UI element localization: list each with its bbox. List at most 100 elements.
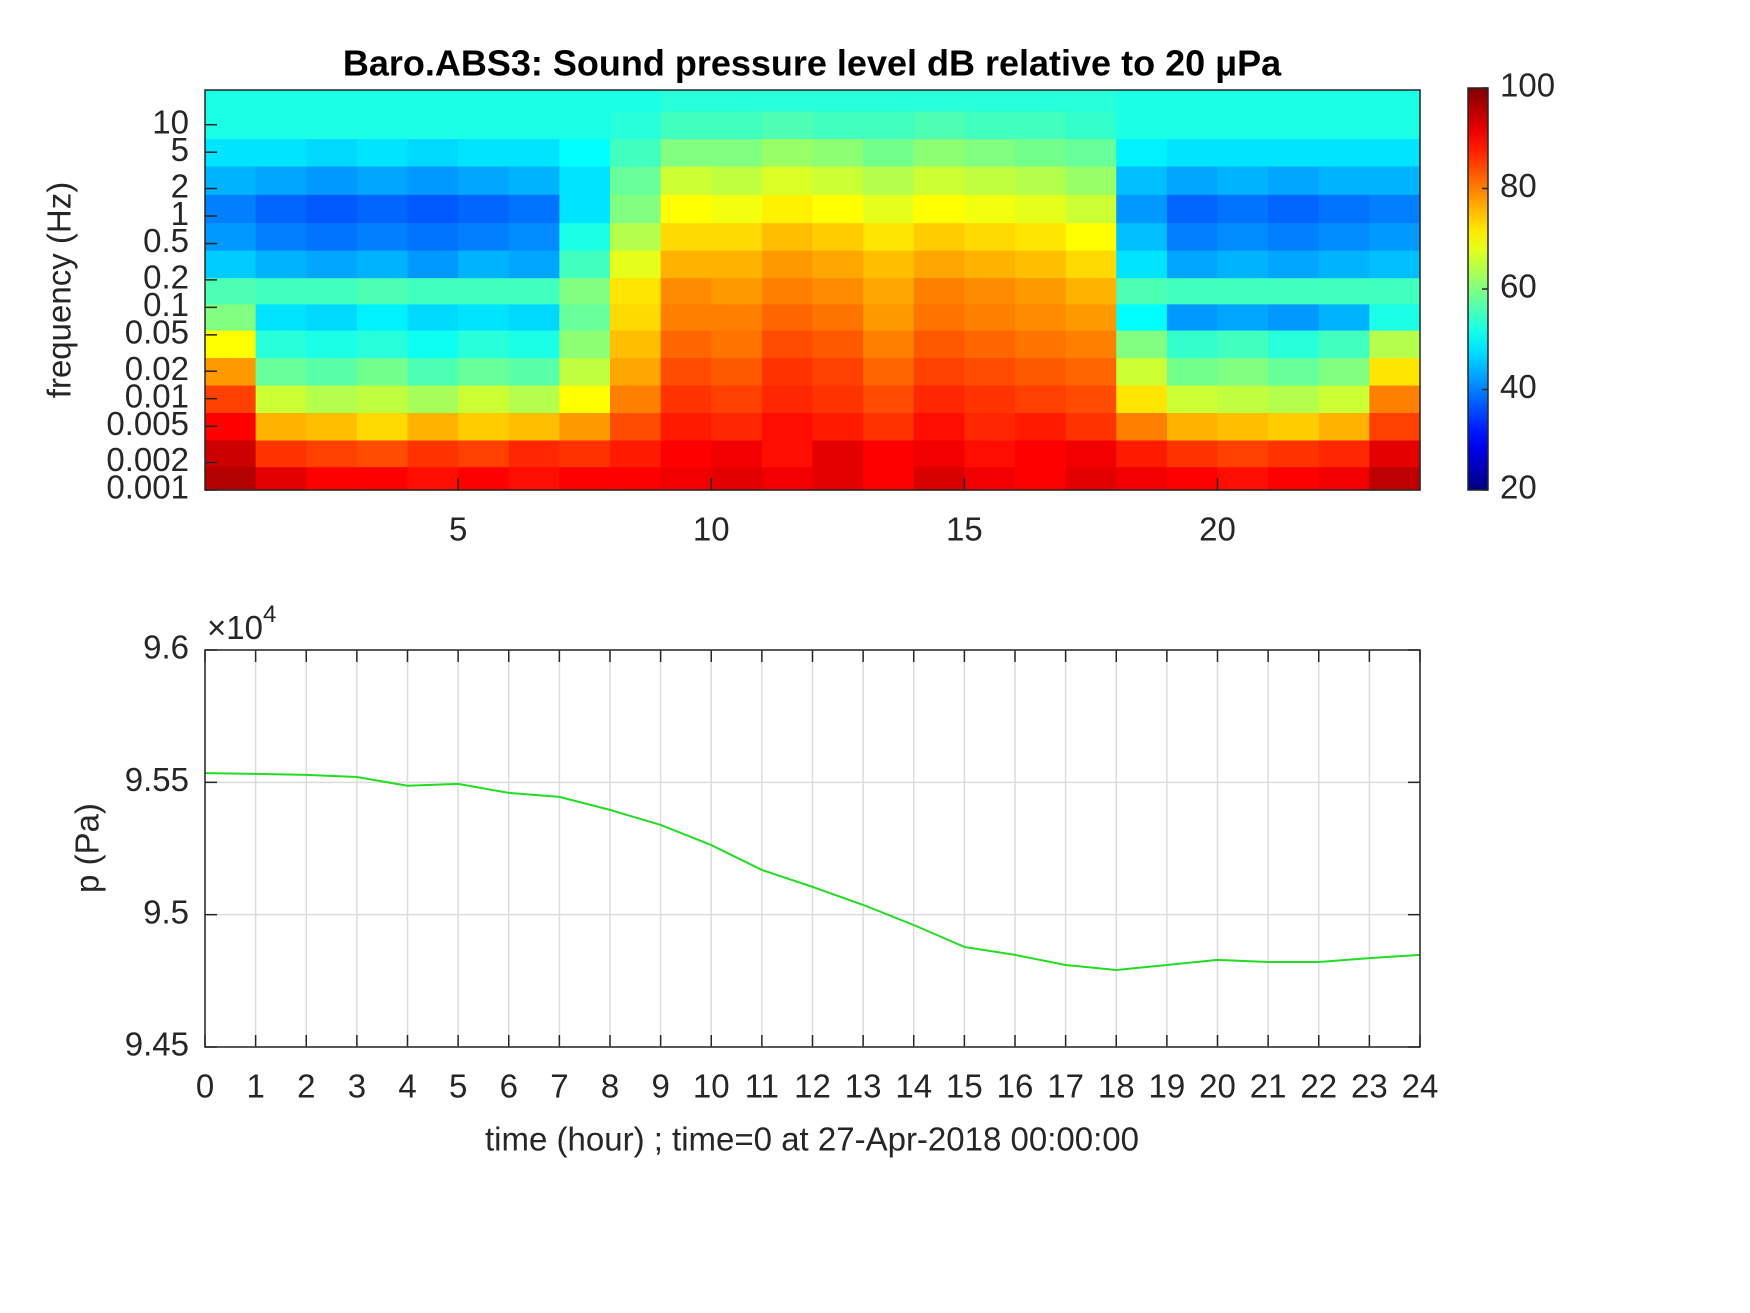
- heat-cell: [1318, 110, 1370, 140]
- x-tick-label: 5: [449, 511, 467, 548]
- x-tick-label: 5: [449, 1068, 467, 1105]
- heat-cell: [812, 90, 864, 112]
- heat-cell: [306, 357, 358, 386]
- heat-cell: [1166, 110, 1219, 140]
- heat-cell: [660, 222, 712, 251]
- heat-cell: [407, 412, 459, 441]
- heat-cell: [458, 90, 510, 112]
- heat-cell: [458, 439, 510, 468]
- heat-cell: [306, 466, 358, 491]
- x-tick-label: 24: [1402, 1068, 1439, 1105]
- heat-cell: [913, 439, 965, 468]
- heat-cell: [356, 165, 409, 195]
- heat-cell: [1268, 277, 1320, 305]
- heat-cell: [1015, 466, 1067, 491]
- heat-cell: [1116, 439, 1168, 468]
- heat-cell: [407, 329, 459, 359]
- heat-cell: [610, 329, 662, 359]
- heat-cell: [964, 138, 1016, 167]
- heat-cell: [660, 250, 712, 279]
- y-tick-label: 0.2: [143, 259, 189, 296]
- x-tick-label: 7: [550, 1068, 568, 1105]
- heat-cell: [458, 412, 510, 441]
- heat-cell: [761, 303, 814, 331]
- heat-cell: [610, 250, 662, 279]
- heat-cell: [1369, 303, 1421, 331]
- plot-frame: [204, 649, 1421, 1048]
- heat-cell: [863, 329, 915, 359]
- y-multiplier: ×104: [207, 601, 276, 645]
- heat-cell: [508, 466, 560, 491]
- heat-cell: [508, 138, 560, 167]
- colorbar-tick-label: 80: [1500, 167, 1537, 204]
- heat-cell: [356, 250, 409, 279]
- heat-cell: [812, 110, 864, 140]
- heat-cell: [964, 165, 1016, 195]
- heat-cell: [1166, 466, 1219, 491]
- heat-cell: [761, 194, 814, 224]
- y-tick-label: 9.45: [125, 1026, 189, 1063]
- heat-cell: [610, 90, 662, 112]
- heat-cell: [1369, 222, 1421, 251]
- heat-cell: [863, 439, 915, 468]
- heat-cell: [508, 194, 560, 224]
- heat-cell: [1116, 138, 1168, 167]
- heat-cell: [711, 466, 763, 491]
- heat-cell: [508, 329, 560, 359]
- heat-cell: [559, 222, 611, 251]
- x-tick-label: 10: [693, 1068, 730, 1105]
- x-tick-label: 4: [398, 1068, 416, 1105]
- x-tick-label: 6: [500, 1068, 518, 1105]
- x-tick-label: 13: [845, 1068, 882, 1105]
- heat-cell: [1166, 165, 1219, 195]
- heat-cell: [306, 277, 358, 305]
- heat-cell: [761, 466, 814, 491]
- heat-cell: [964, 412, 1016, 441]
- heat-cell: [1369, 90, 1421, 112]
- heat-cell: [1369, 194, 1421, 224]
- heat-cell: [1166, 384, 1219, 414]
- heat-cell: [1116, 384, 1168, 414]
- heat-cell: [1116, 250, 1168, 279]
- multiplier-base: ×10: [207, 609, 263, 646]
- heat-cell: [1166, 412, 1219, 441]
- heat-cell: [508, 222, 560, 251]
- heat-cell: [913, 303, 965, 331]
- heat-cell: [964, 222, 1016, 251]
- heat-cell: [1015, 277, 1067, 305]
- heat-cell: [660, 165, 712, 195]
- y-tick-label: 10: [152, 103, 189, 140]
- heat-cell: [610, 384, 662, 414]
- heat-cell: [1318, 250, 1370, 279]
- heat-cell: [1318, 439, 1370, 468]
- heat-cell: [1268, 329, 1320, 359]
- heat-cell: [964, 250, 1016, 279]
- heat-cell: [913, 357, 965, 386]
- heat-cell: [964, 110, 1016, 140]
- y-axis-label: frequency (Hz): [41, 182, 78, 398]
- y-tick-label: 0.01: [125, 377, 189, 414]
- heat-cell: [559, 303, 611, 331]
- heat-cell: [1369, 110, 1421, 140]
- heat-cell: [1217, 412, 1269, 441]
- y-tick-label: 0.005: [106, 405, 189, 442]
- heat-cell: [660, 194, 712, 224]
- heat-cell: [812, 303, 864, 331]
- heat-cell: [1318, 329, 1370, 359]
- heat-cell: [660, 384, 712, 414]
- heat-cell: [1116, 110, 1168, 140]
- heat-cell: [255, 250, 307, 279]
- heat-cell: [1166, 138, 1219, 167]
- heat-cell: [306, 138, 358, 167]
- heat-cell: [1166, 194, 1219, 224]
- heat-cell: [1166, 303, 1219, 331]
- heat-cell: [407, 110, 459, 140]
- heat-cell: [1268, 439, 1320, 468]
- x-tick-label: 3: [348, 1068, 366, 1105]
- x-tick-label: 15: [946, 1068, 983, 1105]
- heat-cell: [761, 250, 814, 279]
- heat-cell: [761, 277, 814, 305]
- heat-cell: [407, 138, 459, 167]
- heat-cell: [660, 110, 712, 140]
- y-tick-label: 2: [171, 167, 189, 204]
